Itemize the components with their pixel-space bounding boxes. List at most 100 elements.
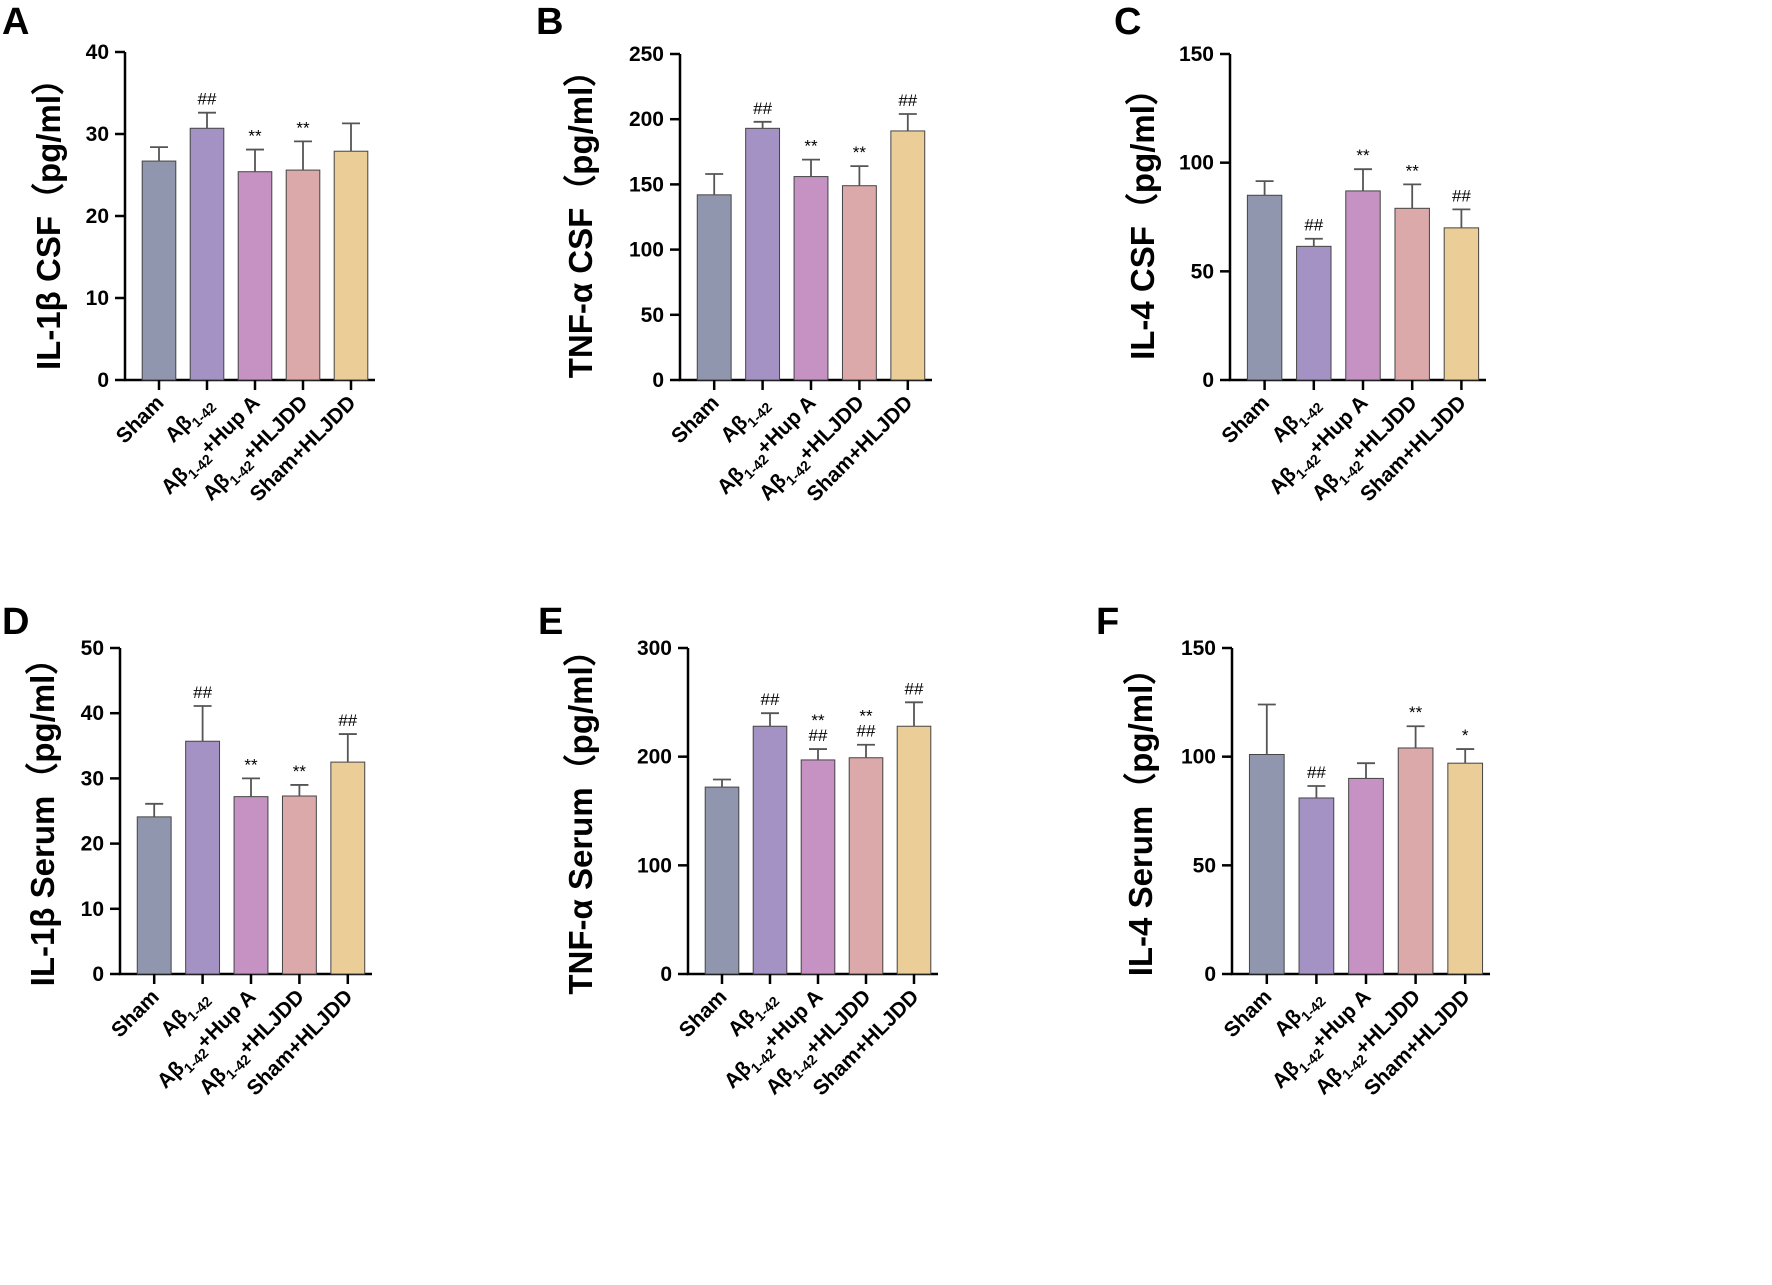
chart-a: A IL-1β CSF（pg/ml） 010203040Sham##Aβ1-42… [2, 1, 375, 506]
x-category-label: Sham [1220, 985, 1277, 1042]
y-tick-label: 100 [637, 854, 672, 877]
significance-mark: ** [859, 707, 873, 726]
significance-mark: ** [293, 762, 307, 781]
y-tick-label: 150 [1181, 637, 1216, 660]
bar [233, 796, 269, 975]
y-axis-label: TNF-α Serum（pg/ml） [562, 633, 599, 994]
y-tick-label: 0 [1202, 369, 1214, 392]
bar [1296, 245, 1332, 381]
bar [1443, 227, 1480, 381]
bar [1447, 762, 1484, 975]
y-tick-label: 100 [1179, 152, 1214, 175]
bar [745, 127, 781, 381]
bar [848, 757, 884, 975]
panel-letter: C [1114, 1, 1141, 43]
chart-f: F IL-4 Serum（pg/ml） 050100150Sham##Aβ1-4… [1096, 601, 1490, 1100]
y-tick-label: 10 [86, 287, 109, 310]
significance-mark: ** [244, 755, 258, 774]
panel-letter: B [536, 1, 563, 43]
panel-a: A IL-1β CSF（pg/ml） 0 10 20 30 40 Sham ## Aβ1-42… [0, 0, 590, 640]
x-category-label: Sham [107, 985, 164, 1042]
significance-mark: ** [804, 137, 818, 156]
significance-mark: ** [1409, 703, 1423, 722]
bar [1345, 190, 1381, 381]
significance-mark: * [1462, 726, 1469, 745]
significance-mark: ** [296, 118, 310, 137]
significance-mark: ** [248, 127, 262, 146]
x-category-label: Sham [675, 985, 732, 1042]
y-tick-label: 200 [637, 746, 672, 769]
y-tick-label: 50 [81, 637, 104, 660]
bar [752, 725, 788, 975]
y-axis-label: IL-4 Serum（pg/ml） [1122, 652, 1159, 977]
y-tick-label: 50 [1191, 260, 1214, 283]
bar [696, 194, 732, 381]
y-tick-label: 30 [81, 767, 104, 790]
bar [330, 761, 366, 975]
bar [793, 176, 829, 381]
significance-mark: ** [1406, 161, 1420, 180]
panel-letter: E [538, 601, 563, 643]
panel-b: B TNF-α CSF（pg/ml） 0 50 100 150 200 250 Sham ##… [536, 0, 1150, 640]
significance-mark: ## [1304, 216, 1323, 235]
bar [1397, 747, 1434, 975]
y-tick-label: 30 [86, 123, 109, 146]
bar [281, 795, 317, 975]
y-tick-label: 40 [81, 702, 104, 725]
bar [704, 786, 740, 975]
y-tick-label: 250 [629, 43, 664, 66]
bar [136, 816, 172, 975]
y-tick-label: 0 [97, 369, 109, 392]
panel-letter: A [2, 1, 29, 43]
y-tick-label: 20 [86, 205, 109, 228]
bar [1246, 194, 1283, 381]
y-axis-label: IL-4 CSF（pg/ml） [1124, 72, 1161, 360]
x-category-label: Sham [1217, 391, 1274, 448]
panel-letter: F [1096, 601, 1119, 643]
significance-mark: ** [1356, 146, 1370, 165]
y-tick-label: 100 [1181, 746, 1216, 769]
y-axis-label: IL-1β Serum（pg/ml） [24, 642, 61, 987]
bar [896, 725, 932, 975]
y-tick-label: 10 [81, 898, 104, 921]
panel-letter: D [2, 601, 29, 643]
bar [185, 740, 221, 975]
bar [800, 759, 836, 975]
bar [189, 127, 225, 381]
y-tick-label: 200 [629, 108, 664, 131]
significance-mark: ## [753, 99, 772, 118]
significance-mark: ## [1307, 763, 1326, 782]
bar [1248, 753, 1285, 975]
y-tick-label: 100 [629, 239, 664, 262]
y-tick-label: 50 [641, 304, 664, 327]
y-tick-label: 150 [629, 173, 664, 196]
chart-e: E TNF-α Serum（pg/ml） 0100200300Sham##Aβ1… [538, 601, 938, 1100]
significance-mark: ** [811, 711, 825, 730]
x-category-label: Sham [112, 391, 169, 448]
bar [1348, 777, 1384, 975]
y-tick-label: 40 [86, 41, 109, 64]
significance-mark: ## [761, 690, 780, 709]
panel-e: E TNF-α Serum（pg/ml） 0 100 200 300 Sham ## Aβ1… [538, 601, 1150, 1250]
panel-c: C IL-4 CSF（pg/ml） 0 50 100 150 Sham ## Aβ1-42 *… [1114, 0, 1710, 640]
y-tick-label: 150 [1179, 43, 1214, 66]
y-tick-label: 0 [652, 369, 664, 392]
bar [141, 160, 177, 381]
chart-b: B TNF-α CSF（pg/ml） 0 50 100 150 200 250 Sham ##… [536, 1, 932, 506]
bar [890, 130, 926, 381]
significance-mark: ## [857, 722, 876, 741]
panel-d: D IL-1β Serum（pg/ml） 0 10 20 30 40 50 Sham ## Aβ… [0, 601, 590, 1250]
y-axis-label: IL-1β CSF（pg/ml） [30, 62, 67, 370]
y-tick-label: 300 [637, 637, 672, 660]
significance-mark: ## [193, 683, 212, 702]
bar [1298, 797, 1335, 975]
significance-mark: ## [905, 679, 924, 698]
y-axis-label: TNF-α CSF（pg/ml） [562, 54, 599, 379]
y-tick-label: 20 [81, 833, 104, 856]
y-tick-label: 0 [1204, 963, 1216, 986]
significance-mark: ## [809, 726, 828, 745]
chart-d: D IL-1β Serum（pg/ml） 01020304050Sham##Aβ… [2, 601, 372, 1100]
chart-c: C IL-4 CSF（pg/ml） 050100150Sham##Aβ1-42*… [1114, 1, 1486, 506]
bar [285, 169, 321, 381]
significance-mark: ## [1452, 186, 1471, 205]
